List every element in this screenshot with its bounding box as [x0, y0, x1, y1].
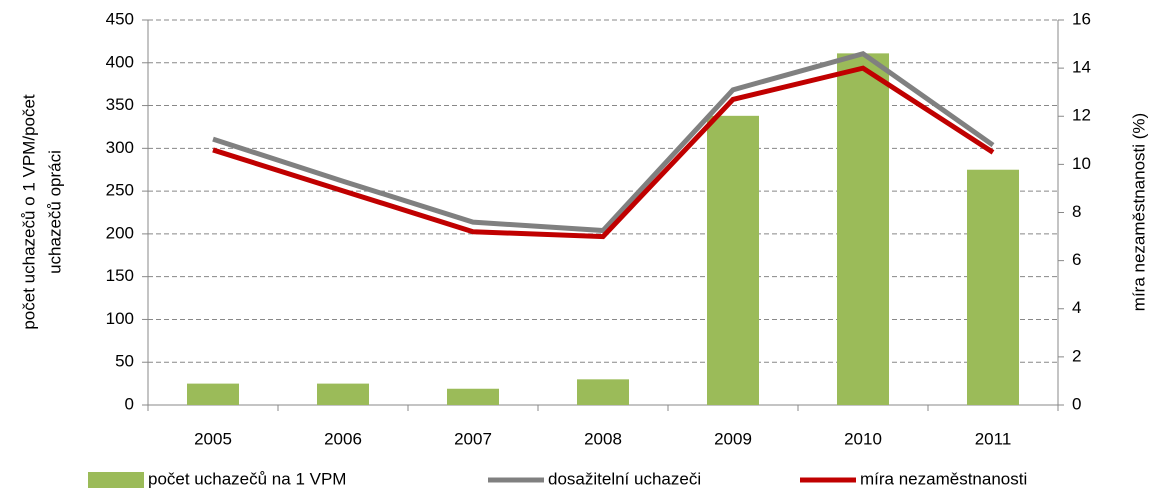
bar	[447, 388, 499, 405]
x-tick-label: 2011	[975, 429, 1012, 448]
y-tick-label: 100	[106, 309, 134, 328]
x-tick-label: 2009	[714, 429, 752, 448]
y2-tick-label: 4	[1072, 298, 1081, 317]
y-axis-title: počet uchazečů o 1 VPM/počet	[19, 94, 38, 330]
y2-tick-label: 2	[1072, 346, 1081, 365]
x-tick-label: 2006	[324, 429, 362, 448]
legend-swatch	[88, 472, 144, 488]
bar	[967, 169, 1019, 405]
x-tick-label: 2007	[454, 429, 492, 448]
legend-label: míra nezaměstnanosti	[860, 469, 1027, 488]
y2-tick-label: 10	[1072, 154, 1091, 173]
y-tick-label: 50	[115, 352, 134, 371]
y2-tick-label: 14	[1072, 58, 1091, 77]
y-tick-label: 200	[106, 223, 134, 242]
bar	[837, 53, 889, 405]
y2-tick-label: 16	[1072, 9, 1091, 28]
bar	[317, 383, 369, 405]
y-axis-title: uchazečů opráci	[45, 150, 64, 274]
y-tick-label: 350	[106, 95, 134, 114]
legend-label: počet uchazečů na 1 VPM	[148, 469, 346, 488]
legend-label: dosažitelní uchazeči	[548, 469, 701, 488]
bar	[707, 115, 759, 406]
y2-tick-label: 6	[1072, 250, 1081, 269]
line	[212, 50, 995, 234]
y-tick-label: 450	[106, 9, 134, 28]
y2-tick-label: 8	[1072, 202, 1081, 221]
x-tick-label: 2010	[844, 429, 882, 448]
y2-tick-label: 0	[1072, 394, 1081, 413]
y2-axis-title: míra nezaměstnanosti (%)	[1129, 113, 1148, 311]
y-tick-label: 150	[106, 266, 134, 285]
y-tick-label: 0	[125, 394, 134, 413]
y-tick-label: 250	[106, 181, 134, 200]
x-tick-label: 2008	[584, 429, 622, 448]
y2-tick-label: 12	[1072, 106, 1091, 125]
x-tick-label: 2005	[194, 429, 232, 448]
y-tick-label: 400	[106, 52, 134, 71]
bar	[187, 383, 239, 405]
bar	[577, 379, 629, 405]
y-tick-label: 300	[106, 138, 134, 157]
line	[212, 65, 995, 240]
